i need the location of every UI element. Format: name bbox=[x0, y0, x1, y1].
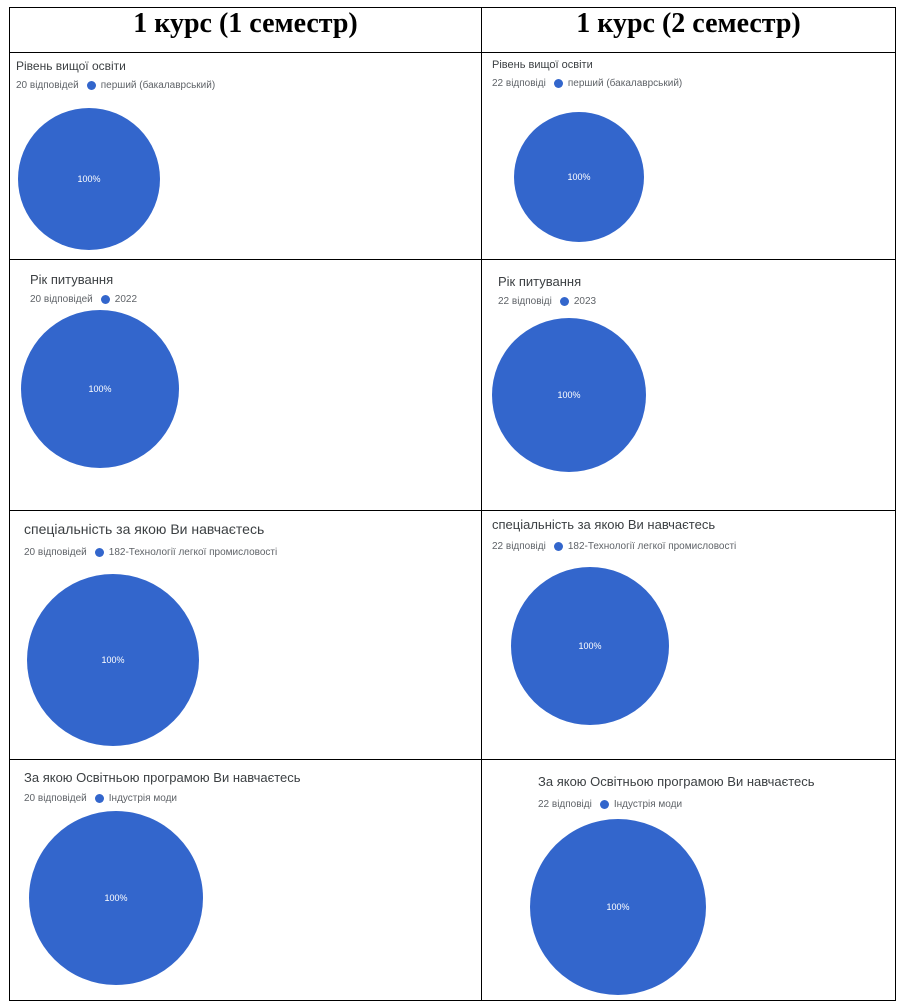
pie-chart: 100% bbox=[492, 318, 646, 472]
legend-label: перший (бакалаврський) bbox=[567, 78, 683, 89]
chart-cell: Рік питування 20 відповідей 2022 100% bbox=[9, 259, 482, 511]
pie-slice bbox=[21, 310, 179, 468]
header-row: 1 курс (1 семестр) 1 курс (2 семестр) bbox=[9, 7, 896, 53]
response-legend-row: 20 відповідей 2022 bbox=[30, 294, 137, 305]
chart-title: Рік питування bbox=[498, 274, 582, 289]
pie-chart-card: спеціальність за якою Ви навчаєтесь 22 ві… bbox=[483, 512, 895, 759]
table-row: спеціальність за якою Ви навчаєтесь 20 ві… bbox=[9, 510, 896, 760]
response-count: 20 відповідей bbox=[24, 793, 87, 804]
table-row: Рівень вищої освіти 20 відповідей перший (… bbox=[9, 52, 896, 260]
pie-slice bbox=[18, 108, 160, 250]
legend-dot-icon bbox=[94, 548, 104, 557]
slice-percent-label: 100% bbox=[88, 384, 111, 394]
response-legend-row: 22 відповіді 182-Технології легкої промис… bbox=[492, 541, 736, 552]
chart-title: Рівень вищої освіти bbox=[16, 59, 126, 73]
chart-cell: Рівень вищої освіти 20 відповідей перший (… bbox=[9, 52, 482, 260]
legend-dot-icon bbox=[94, 794, 104, 803]
slice-percent-label: 100% bbox=[606, 902, 629, 912]
pie-chart: 100% bbox=[18, 108, 160, 250]
chart-title: Рівень вищої освіти bbox=[492, 59, 593, 71]
legend-dot-icon bbox=[599, 800, 609, 809]
response-legend-row: 22 відповіді перший (бакалаврський) bbox=[492, 78, 682, 89]
column-header-semester-2: 1 курс (2 семестр) bbox=[481, 7, 896, 53]
pie-chart: 100% bbox=[27, 574, 199, 746]
response-count: 22 відповіді bbox=[538, 799, 592, 810]
pie-chart: 100% bbox=[511, 567, 669, 725]
pie-chart: 100% bbox=[514, 112, 644, 242]
chart-title: спеціальність за якою Ви навчаєтесь bbox=[24, 521, 265, 537]
response-legend-row: 22 відповіді Індустрія моди bbox=[538, 799, 682, 810]
chart-cell: Рівень вищої освіти 22 відповіді перший (б… bbox=[481, 52, 896, 260]
chart-title: Рік питування bbox=[30, 272, 114, 287]
response-legend-row: 22 відповіді 2023 bbox=[498, 296, 596, 307]
pie-slice bbox=[514, 112, 644, 242]
slice-percent-label: 100% bbox=[557, 390, 580, 400]
pie-chart-card: Рік питування 20 відповідей 2022 100% bbox=[11, 261, 481, 510]
response-count: 20 відповідей bbox=[30, 294, 93, 305]
response-count: 22 відповіді bbox=[498, 296, 552, 307]
slice-percent-label: 100% bbox=[104, 893, 127, 903]
pie-chart-card: Рівень вищої освіти 20 відповідей перший (… bbox=[11, 54, 481, 259]
legend-label: 182-Технології легкої промисловості bbox=[567, 541, 737, 552]
response-count: 20 відповідей bbox=[16, 80, 79, 91]
slice-percent-label: 100% bbox=[578, 641, 601, 651]
chart-cell: спеціальність за якою Ви навчаєтесь 22 ві… bbox=[481, 510, 896, 760]
chart-title: спеціальність за якою Ви навчаєтесь bbox=[492, 517, 716, 532]
legend-dot-icon bbox=[553, 79, 563, 88]
response-count: 22 відповіді bbox=[492, 78, 546, 89]
column-header-semester-1: 1 курс (1 семестр) bbox=[9, 7, 482, 53]
pie-slice bbox=[27, 574, 199, 746]
legend-label: Індустрія моди bbox=[108, 793, 177, 804]
slice-percent-label: 100% bbox=[101, 655, 124, 665]
legend-dot-icon bbox=[100, 295, 110, 304]
pie-chart-card: За якою Освітньою програмою Ви навчаєтес… bbox=[483, 761, 895, 1000]
legend-dot-icon bbox=[553, 542, 563, 551]
pie-chart-card: спеціальність за якою Ви навчаєтесь 20 ві… bbox=[11, 512, 481, 759]
table-row: Рік питування 20 відповідей 2022 100% Рік п… bbox=[9, 259, 896, 511]
pie-chart: 100% bbox=[29, 811, 203, 985]
legend-dot-icon bbox=[86, 81, 96, 90]
table-row: За якою Освітньою програмою Ви навчаєтес… bbox=[9, 759, 896, 1001]
comparison-table: 1 курс (1 семестр) 1 курс (2 семестр) Рі… bbox=[9, 7, 896, 1001]
chart-cell: За якою Освітньою програмою Ви навчаєтес… bbox=[9, 759, 482, 1001]
pie-chart-card: Рік питування 22 відповіді 2023 100% bbox=[483, 261, 895, 510]
response-legend-row: 20 відповідей Індустрія моди bbox=[24, 793, 177, 804]
pie-slice bbox=[492, 318, 646, 472]
pie-slice bbox=[511, 567, 669, 725]
pie-chart-card: За якою Освітньою програмою Ви навчаєтес… bbox=[11, 761, 481, 1000]
chart-cell: За якою Освітньою програмою Ви навчаєтес… bbox=[481, 759, 896, 1001]
response-count: 20 відповідей bbox=[24, 547, 87, 558]
legend-label: 2022 bbox=[114, 294, 138, 305]
legend-label: перший (бакалаврський) bbox=[100, 80, 216, 91]
slice-percent-label: 100% bbox=[77, 174, 100, 184]
slice-percent-label: 100% bbox=[567, 172, 590, 182]
chart-title: За якою Освітньою програмою Ви навчаєтес… bbox=[538, 774, 815, 789]
response-count: 22 відповіді bbox=[492, 541, 546, 552]
response-legend-row: 20 відповідей перший (бакалаврський) bbox=[16, 80, 215, 91]
legend-dot-icon bbox=[559, 297, 569, 306]
chart-cell: спеціальність за якою Ви навчаєтесь 20 ві… bbox=[9, 510, 482, 760]
pie-chart: 100% bbox=[530, 819, 706, 995]
pie-slice bbox=[530, 819, 706, 995]
legend-label: 182-Технології легкої промисловості bbox=[108, 547, 278, 558]
pie-slice bbox=[29, 811, 203, 985]
chart-cell: Рік питування 22 відповіді 2023 100% bbox=[481, 259, 896, 511]
legend-label: 2023 bbox=[573, 296, 597, 307]
pie-chart-card: Рівень вищої освіти 22 відповіді перший (б… bbox=[483, 54, 895, 259]
response-legend-row: 20 відповідей 182-Технології легкої проми… bbox=[24, 547, 277, 558]
pie-chart: 100% bbox=[21, 310, 179, 468]
chart-title: За якою Освітньою програмою Ви навчаєтес… bbox=[24, 770, 301, 785]
legend-label: Індустрія моди bbox=[613, 799, 683, 810]
